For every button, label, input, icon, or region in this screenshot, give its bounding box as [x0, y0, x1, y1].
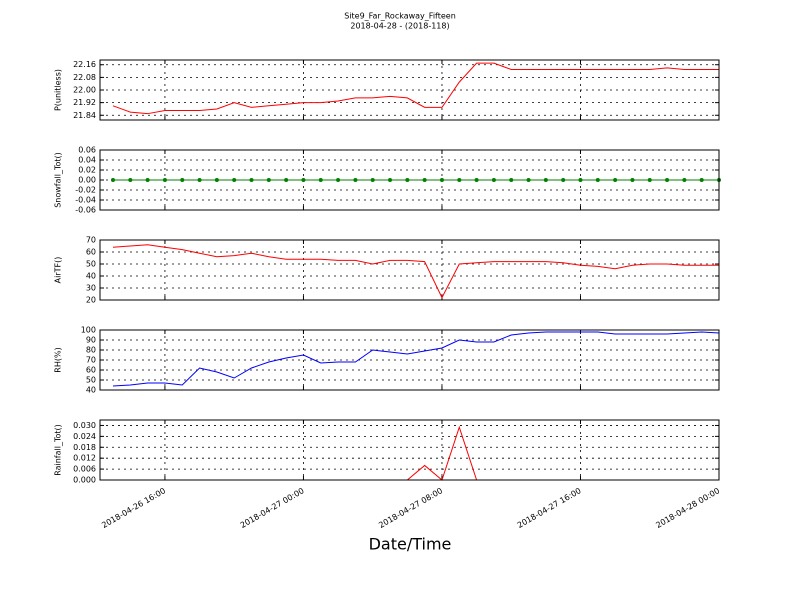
y-tick-label: 21.92: [73, 98, 96, 107]
data-point: [388, 178, 393, 182]
data-point: [214, 178, 219, 182]
data-point: [682, 178, 687, 182]
data-point: [613, 178, 618, 182]
data-point: [353, 178, 358, 182]
plot-frame: [99, 59, 720, 121]
data-point: [162, 178, 167, 182]
y-tick-label: 22.08: [73, 73, 96, 82]
data-point: [232, 178, 237, 182]
data-point: [665, 178, 670, 182]
y-tick-label: -0.04: [75, 196, 96, 205]
y-tick-label: 20: [86, 296, 96, 305]
y-tick-label: 70: [86, 356, 96, 365]
data-point: [699, 178, 704, 182]
y-tick-label: -0.02: [75, 186, 96, 195]
y-tick-label: 0.006: [73, 465, 96, 474]
y-tick-label: 21.84: [73, 111, 96, 120]
data-point: [561, 178, 566, 182]
plot-frame: [99, 239, 720, 301]
y-tick-label: 0.024: [73, 432, 96, 441]
y-tick-label: 50: [86, 376, 96, 385]
y-tick-label: 22.00: [73, 86, 96, 95]
y-axis-label: RH(%): [54, 347, 63, 372]
plot-frame: [99, 329, 720, 391]
data-point: [318, 178, 323, 182]
data-point: [630, 178, 635, 182]
y-tick-label: 50: [86, 260, 96, 269]
data-point: [509, 178, 514, 182]
data-point: [543, 178, 548, 182]
data-point: [266, 178, 271, 182]
y-tick-label: -0.06: [75, 206, 96, 215]
data-point: [647, 178, 652, 182]
data-point: [284, 178, 289, 182]
data-point: [491, 178, 496, 182]
x-axis-label: Date/Time: [369, 535, 452, 554]
plot-frame: [99, 149, 720, 211]
y-tick-label: 60: [86, 366, 96, 375]
y-tick-label: 22.16: [73, 60, 96, 69]
data-point: [370, 178, 375, 182]
data-point: [336, 178, 341, 182]
y-axis-label: AirTF(): [54, 257, 63, 284]
y-tick-label: 40: [86, 386, 96, 395]
data-point: [197, 178, 202, 182]
y-tick-label: 0.00: [78, 176, 96, 185]
y-tick-label: 90: [86, 336, 96, 345]
y-tick-label: 0.04: [78, 156, 96, 165]
data-line: [112, 244, 719, 299]
y-axis-label: Rainfall_Tot(): [54, 424, 63, 476]
data-point: [145, 178, 150, 182]
plot-frame: [99, 419, 720, 481]
chart-subtitle: 2018-04-28 - (2018-118): [350, 22, 449, 31]
data-point: [405, 178, 410, 182]
y-tick-label: 70: [86, 236, 96, 245]
y-tick-label: 100: [81, 326, 96, 335]
y-tick-label: 0.02: [78, 166, 96, 175]
y-tick-label: 60: [86, 248, 96, 257]
data-point: [301, 178, 306, 182]
y-tick-label: 0.018: [73, 443, 96, 452]
data-line: [112, 331, 720, 387]
y-tick-label: 0.030: [73, 421, 96, 430]
data-point: [110, 178, 115, 182]
y-tick-label: 0.012: [73, 454, 96, 463]
data-point: [474, 178, 479, 182]
y-axis-label: Snowfall_Tot(): [54, 152, 63, 208]
data-point: [249, 178, 254, 182]
chart-title: Site9_Far_Rockaway_Fifteen: [344, 12, 456, 21]
data-point: [457, 178, 462, 182]
y-tick-label: 40: [86, 272, 96, 281]
data-point: [180, 178, 185, 182]
data-point: [128, 178, 133, 182]
data-point: [439, 178, 444, 182]
y-tick-label: 30: [86, 284, 96, 293]
y-tick-label: 0.000: [73, 476, 96, 485]
y-axis-label: P(unitless): [54, 69, 63, 111]
data-point: [595, 178, 600, 182]
data-point: [422, 178, 427, 182]
data-point: [578, 178, 583, 182]
data-line: [112, 62, 719, 115]
y-tick-label: 80: [86, 346, 96, 355]
data-point: [526, 178, 531, 182]
y-tick-label: 0.06: [78, 146, 96, 155]
